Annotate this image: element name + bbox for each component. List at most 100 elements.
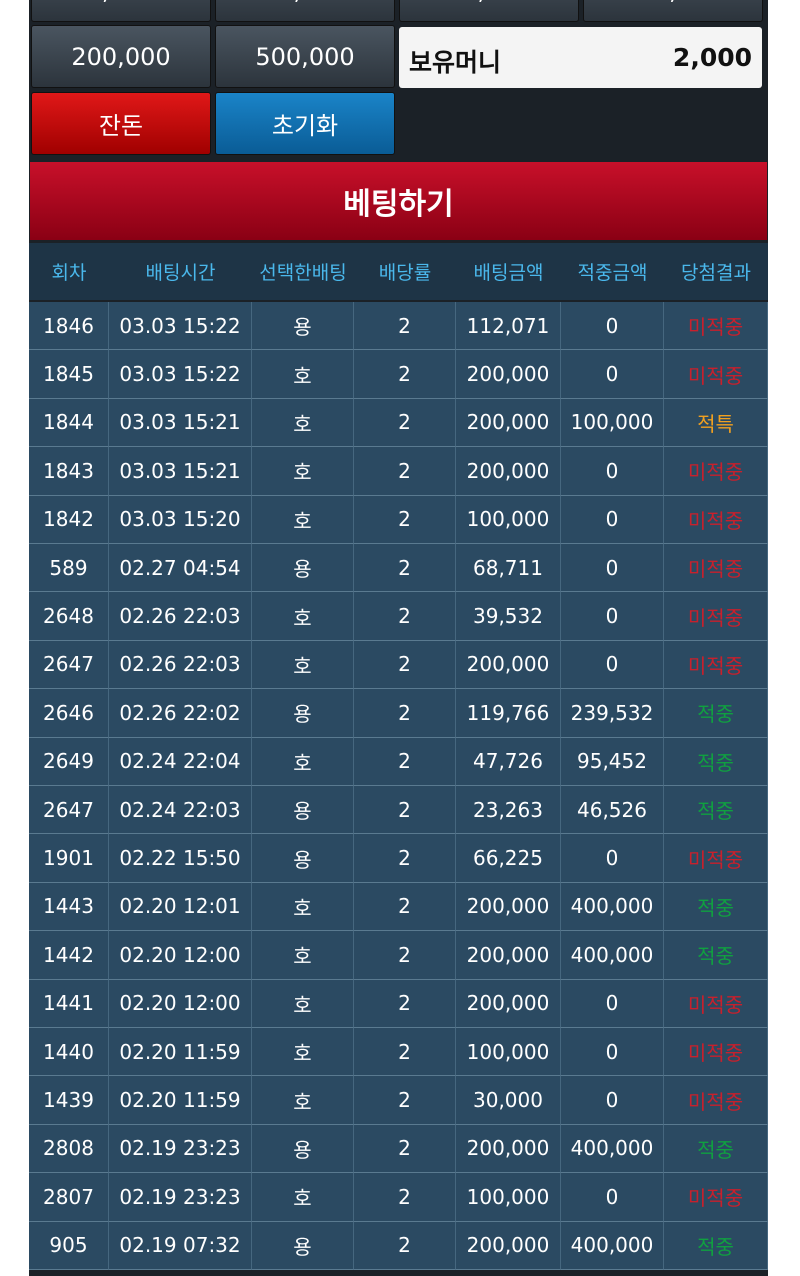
table-row: 1443 02.20 12:01 호 2 200,000 400,000 적중 [29, 882, 768, 932]
amount-button[interactable]: 50,000 [399, 0, 579, 22]
table-cell: 200,000 [456, 447, 561, 496]
amount-button[interactable]: 10,000 [215, 0, 395, 22]
table-cell: 적중 [664, 931, 768, 980]
table-cell: 02.19 23:23 [109, 1173, 252, 1222]
table-cell: 2 [354, 640, 456, 690]
table-cell: 적중 [664, 882, 768, 932]
table-cell: 0 [561, 350, 664, 399]
balance-box: 보유머니 2,000 [399, 27, 762, 88]
table-cell: 100,000 [456, 1173, 561, 1222]
table-row: 2807 02.19 23:23 호 2 100,000 0 미적중 [29, 1173, 768, 1222]
table-cell: 200,000 [456, 979, 561, 1028]
table-cell: 적중 [664, 737, 768, 786]
table-cell: 용 [252, 544, 354, 593]
table-cell: 미적중 [664, 1173, 768, 1222]
table-row: 1442 02.20 12:00 호 2 200,000 400,000 적중 [29, 931, 768, 980]
table-cell: 23,263 [456, 786, 561, 835]
table-cell: 02.19 23:23 [109, 1124, 252, 1174]
table-cell: 적중 [664, 786, 768, 835]
table-cell: 호 [252, 931, 354, 980]
table-cell: 2647 [29, 786, 109, 835]
table-cell: 1441 [29, 979, 109, 1028]
table-cell: 적중 [664, 1221, 768, 1270]
table-cell: 미적중 [664, 640, 768, 690]
table-cell: 1443 [29, 882, 109, 932]
table-row: 1843 03.03 15:21 호 2 200,000 0 미적중 [29, 447, 768, 496]
table-cell: 2807 [29, 1173, 109, 1222]
header-cell: 선택한배팅 [252, 243, 354, 300]
table-cell: 03.03 15:20 [109, 495, 252, 544]
amount-button[interactable]: 500,000 [215, 25, 395, 88]
amount-button[interactable]: 200,000 [31, 25, 211, 88]
table-cell: 905 [29, 1221, 109, 1270]
table-cell: 0 [561, 979, 664, 1028]
table-cell: 400,000 [561, 882, 664, 932]
table-cell: 0 [561, 447, 664, 496]
table-cell: 호 [252, 350, 354, 399]
action-button[interactable]: 잔돈 [31, 92, 211, 155]
header-cell: 배팅금액 [456, 243, 561, 300]
table-cell: 미적중 [664, 1076, 768, 1125]
table-cell: 200,000 [456, 350, 561, 399]
table-cell: 호 [252, 737, 354, 786]
amount-button[interactable]: 5,000 [31, 0, 211, 22]
table-cell: 2 [354, 592, 456, 641]
table-cell: 47,726 [456, 737, 561, 786]
table-cell: 2 [354, 1076, 456, 1125]
table-cell: 02.20 11:59 [109, 1028, 252, 1077]
table-cell: 0 [561, 1076, 664, 1125]
table-cell: 호 [252, 1173, 354, 1222]
table-cell: 2 [354, 302, 456, 351]
table-cell: 호 [252, 495, 354, 544]
table-cell: 2 [354, 398, 456, 448]
table-cell: 적중 [664, 1124, 768, 1174]
amount-button[interactable]: 100,000 [583, 0, 763, 22]
table-cell: 2 [354, 544, 456, 593]
table-cell: 02.26 22:03 [109, 592, 252, 641]
table-cell: 400,000 [561, 1221, 664, 1270]
table-cell: 용 [252, 834, 354, 883]
action-button[interactable]: 초기화 [215, 92, 395, 155]
table-cell: 02.24 22:04 [109, 737, 252, 786]
table-cell: 0 [561, 1173, 664, 1222]
table-row: 2647 02.26 22:03 호 2 200,000 0 미적중 [29, 640, 768, 690]
table-row: 2647 02.24 22:03 용 2 23,263 46,526 적중 [29, 786, 768, 835]
table-cell: 200,000 [456, 1124, 561, 1174]
table-row: 905 02.19 07:32 용 2 200,000 400,000 적중 [29, 1221, 768, 1270]
table-cell: 03.03 15:22 [109, 350, 252, 399]
table-cell: 호 [252, 592, 354, 641]
table-cell: 2648 [29, 592, 109, 641]
table-cell: 미적중 [664, 495, 768, 544]
table-row: 1901 02.22 15:50 용 2 66,225 0 미적중 [29, 834, 768, 883]
table-cell: 400,000 [561, 931, 664, 980]
table-cell: 1846 [29, 302, 109, 351]
table-cell: 2 [354, 350, 456, 399]
table-cell: 용 [252, 786, 354, 835]
table-cell: 미적중 [664, 447, 768, 496]
table-row: 1844 03.03 15:21 호 2 200,000 100,000 적특 [29, 398, 768, 448]
table-cell: 119,766 [456, 689, 561, 738]
balance-value: 2,000 [672, 43, 752, 72]
table-cell: 미적중 [664, 544, 768, 593]
bet-button[interactable]: 베팅하기 [30, 162, 767, 240]
table-cell: 30,000 [456, 1076, 561, 1125]
table-cell: 호 [252, 882, 354, 932]
table-row: 2808 02.19 23:23 용 2 200,000 400,000 적중 [29, 1124, 768, 1174]
table-row: 589 02.27 04:54 용 2 68,711 0 미적중 [29, 544, 768, 593]
header-row: 회차 배팅시간 선택한배팅 배당률 배팅금액 적중금액 당첨결과 [29, 243, 768, 300]
table-row: 2646 02.26 22:02 용 2 119,766 239,532 적중 [29, 689, 768, 738]
table-cell: 호 [252, 1028, 354, 1077]
header-cell: 회차 [29, 243, 109, 300]
table-cell: 1844 [29, 398, 109, 448]
header-cell: 배당률 [354, 243, 456, 300]
table-cell: 66,225 [456, 834, 561, 883]
table-cell: 2 [354, 931, 456, 980]
table-cell: 68,711 [456, 544, 561, 593]
table-cell: 용 [252, 1124, 354, 1174]
table-cell: 03.03 15:22 [109, 302, 252, 351]
table-cell: 미적중 [664, 834, 768, 883]
table-cell: 2 [354, 1221, 456, 1270]
table-row: 1441 02.20 12:00 호 2 200,000 0 미적중 [29, 979, 768, 1028]
table-cell: 2 [354, 786, 456, 835]
table-cell: 2646 [29, 689, 109, 738]
